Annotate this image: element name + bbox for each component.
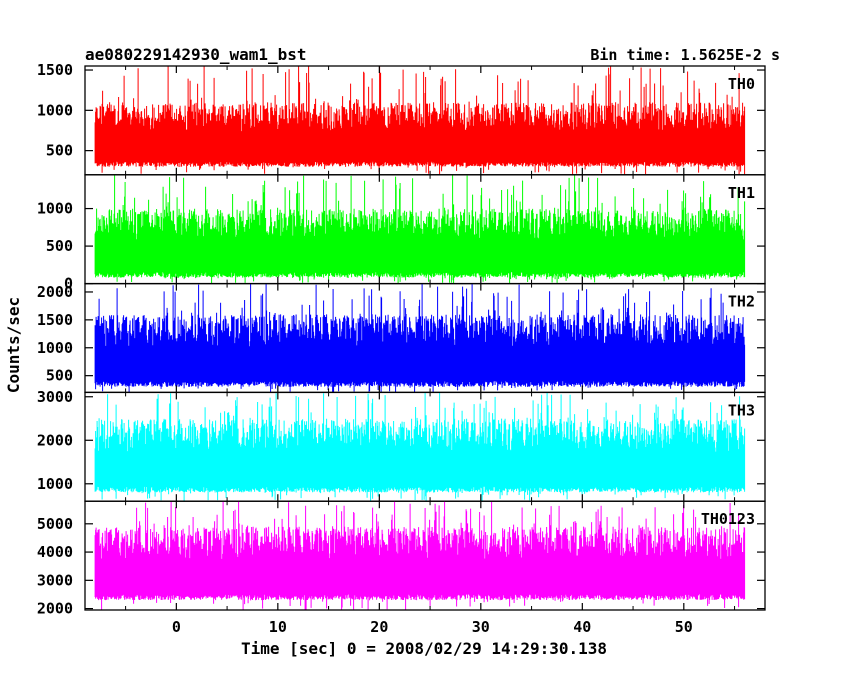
y-axis-title: Counts/sec: [4, 297, 23, 393]
chart-title: ae080229142930_wam1_bst: [85, 45, 307, 64]
x-tick-label: 40: [573, 618, 591, 636]
series-th2: [94, 283, 746, 393]
y-tick-label: 1000: [37, 101, 73, 119]
series-th3: [94, 392, 746, 502]
series-th0123: [94, 501, 746, 610]
panel-label: TH0123: [701, 510, 755, 528]
panel-th0: 500 1000 1500 TH0: [37, 61, 766, 176]
y-tick-label: 1500: [37, 311, 73, 329]
y-tick-label: 500: [46, 367, 73, 385]
y-tick-label: 1000: [37, 475, 73, 493]
y-tick-label: 3000: [37, 388, 73, 406]
panel-th1: 0 500 1000 TH1: [37, 174, 766, 293]
panel-th3: 1000 2000 3000 TH3: [37, 388, 766, 502]
panel-th2: 500 1000 1500 2000 TH2: [37, 282, 766, 394]
y-tick-label: 1500: [37, 61, 73, 79]
panel-label: TH1: [728, 184, 755, 202]
series-th1: [94, 174, 746, 284]
x-axis-title: Time [sec] 0 = 2008/02/29 14:29:30.138: [241, 639, 607, 658]
y-tick-label: 500: [46, 142, 73, 160]
panel-label: TH2: [728, 293, 755, 311]
x-tick-label: 30: [472, 618, 490, 636]
x-tick-label: 50: [675, 618, 693, 636]
y-tick-label: 2000: [37, 283, 73, 301]
y-tick-label: 0: [64, 275, 73, 293]
x-tick-label: 20: [370, 618, 388, 636]
x-tick-label: 0: [172, 618, 181, 636]
panel-label: TH3: [728, 401, 755, 419]
panel-label: TH0: [728, 75, 755, 93]
y-tick-label: 5000: [37, 515, 73, 533]
y-tick-label: 3000: [37, 571, 73, 589]
y-tick-label: 4000: [37, 543, 73, 561]
y-tick-label: 1000: [37, 200, 73, 218]
x-tick-label: 10: [269, 618, 287, 636]
y-tick-label: 500: [46, 237, 73, 255]
y-tick-label: 2000: [37, 600, 73, 618]
bin-time-label: Bin time: 1.5625E-2 s: [590, 46, 780, 64]
panel-th0123: 2000 3000 4000 5000 TH0123: [37, 500, 766, 618]
series-th0: [94, 66, 746, 175]
y-tick-label: 1000: [37, 339, 73, 357]
y-tick-label: 2000: [37, 431, 73, 449]
panels: 500 1000 1500 TH0 0 500 1000 TH1 500 1000 1500 2000…: [37, 61, 766, 618]
panel-frame: [84, 500, 766, 611]
x-axis: 0 10 20 30 40 50: [172, 618, 693, 636]
